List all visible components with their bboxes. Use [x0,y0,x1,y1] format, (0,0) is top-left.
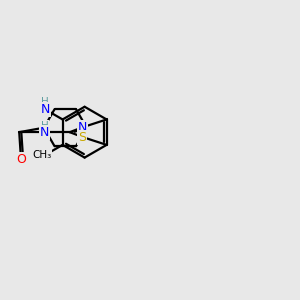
Text: O: O [16,153,26,166]
Text: N: N [40,103,50,116]
Text: N: N [40,126,49,139]
Text: H: H [40,121,48,130]
Text: CH₃: CH₃ [32,150,52,160]
Text: N: N [78,121,87,134]
Text: H: H [41,97,49,107]
Text: S: S [79,130,86,143]
